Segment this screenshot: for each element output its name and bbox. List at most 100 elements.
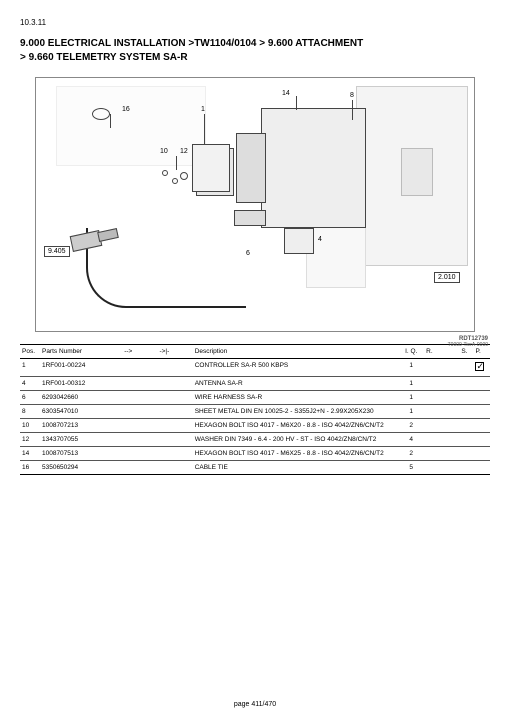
table-row: 141008707513 HEXAGON BOLT ISO 4017 - M6X2… bbox=[20, 447, 490, 461]
cell-pn: 6303547010 bbox=[40, 405, 122, 419]
leader-line bbox=[296, 96, 297, 110]
part-sheet-metal bbox=[261, 108, 366, 228]
col-arrow1: --> bbox=[122, 345, 157, 359]
marker-12: 12 bbox=[180, 148, 188, 155]
cell-pos: 1 bbox=[20, 359, 40, 377]
parts-table: Pos. Parts Number --> ->|- Description I… bbox=[20, 344, 490, 475]
cell-iq: 1 bbox=[398, 359, 424, 377]
cell-p bbox=[473, 359, 490, 377]
table-row: 66293042660 WIRE HARNESS SA-R1 bbox=[20, 391, 490, 405]
callout-right: 2.010 bbox=[434, 272, 460, 283]
part-controller-lid bbox=[192, 144, 230, 192]
cell-iq: 2 bbox=[398, 447, 424, 461]
part-washer bbox=[180, 172, 188, 180]
exploded-diagram: 16 1 10 12 14 8 4 6 9.405 2.010 bbox=[35, 77, 475, 332]
cell-a2 bbox=[157, 433, 192, 447]
cell-desc: HEXAGON BOLT ISO 4017 - M6X25 - 8.8 - IS… bbox=[193, 447, 399, 461]
marker-14: 14 bbox=[282, 90, 290, 97]
marker-8: 8 bbox=[350, 92, 354, 99]
cell-a2 bbox=[157, 419, 192, 433]
cell-r bbox=[424, 391, 459, 405]
part-cable-tie bbox=[92, 108, 110, 120]
cell-p bbox=[473, 405, 490, 419]
cell-desc: ANTENNA SA-R bbox=[193, 377, 399, 391]
callout-left: 9.405 bbox=[44, 246, 70, 257]
cell-a2 bbox=[157, 461, 192, 475]
cell-desc: CONTROLLER SA-R 500 KBPS bbox=[193, 359, 399, 377]
leader-line bbox=[110, 114, 111, 128]
cell-iq: 1 bbox=[398, 377, 424, 391]
cell-r bbox=[424, 419, 459, 433]
cell-a1 bbox=[122, 359, 157, 377]
marker-1: 1 bbox=[201, 106, 205, 113]
leader-line bbox=[352, 100, 353, 120]
cell-iq: 1 bbox=[398, 405, 424, 419]
cell-pn: 1008707513 bbox=[40, 447, 122, 461]
table-row: 11RF001-00224CONTROLLER SA-R 500 KBPS1 bbox=[20, 359, 490, 377]
cell-s bbox=[459, 447, 473, 461]
cell-p bbox=[473, 447, 490, 461]
cell-r bbox=[424, 447, 459, 461]
cell-s bbox=[459, 461, 473, 475]
cell-a2 bbox=[157, 391, 192, 405]
part-antenna bbox=[284, 228, 314, 254]
marker-16: 16 bbox=[122, 106, 130, 113]
cell-a2 bbox=[157, 447, 192, 461]
cell-p bbox=[473, 377, 490, 391]
cell-p bbox=[473, 433, 490, 447]
marker-4: 4 bbox=[318, 236, 322, 243]
cell-a1 bbox=[122, 461, 157, 475]
table-body: 11RF001-00224CONTROLLER SA-R 500 KBPS141… bbox=[20, 359, 490, 475]
cell-desc: WIRE HARNESS SA-R bbox=[193, 391, 399, 405]
cell-iq: 5 bbox=[398, 461, 424, 475]
figure-ref-sub: T0000-TierA-0000 bbox=[448, 343, 488, 349]
check-icon bbox=[475, 362, 484, 371]
cell-pn: 1RF001-00224 bbox=[40, 359, 122, 377]
cell-pos: 8 bbox=[20, 405, 40, 419]
part-aux-box bbox=[401, 148, 433, 196]
col-iq: I. Q. bbox=[398, 345, 424, 359]
col-desc: Description bbox=[193, 345, 399, 359]
cell-pos: 4 bbox=[20, 377, 40, 391]
part-bracket bbox=[236, 133, 266, 203]
marker-10: 10 bbox=[160, 148, 168, 155]
cell-desc: SHEET METAL DIN EN 10025-2 - S355J2+N - … bbox=[193, 405, 399, 419]
page-footer: page 411/470 bbox=[0, 701, 510, 708]
cell-a1 bbox=[122, 377, 157, 391]
cell-a1 bbox=[122, 433, 157, 447]
cell-p bbox=[473, 419, 490, 433]
part-wire-harness bbox=[86, 228, 246, 308]
cell-desc: CABLE TIE bbox=[193, 461, 399, 475]
cell-s bbox=[459, 359, 473, 377]
cell-pn: 1008707213 bbox=[40, 419, 122, 433]
cell-s bbox=[459, 377, 473, 391]
title-line-1: 9.000 ELECTRICAL INSTALLATION >TW1104/01… bbox=[20, 37, 490, 51]
cell-iq: 4 bbox=[398, 433, 424, 447]
cell-pos: 10 bbox=[20, 419, 40, 433]
cell-pos: 12 bbox=[20, 433, 40, 447]
part-plug bbox=[234, 210, 266, 226]
cell-a2 bbox=[157, 405, 192, 419]
cell-a1 bbox=[122, 447, 157, 461]
cell-pn: 6293042660 bbox=[40, 391, 122, 405]
leader-line bbox=[204, 114, 205, 144]
table-row: 41RF001-00312 ANTENNA SA-R1 bbox=[20, 377, 490, 391]
cell-pos: 6 bbox=[20, 391, 40, 405]
part-bolt bbox=[162, 170, 168, 176]
cell-a1 bbox=[122, 391, 157, 405]
cell-desc: HEXAGON BOLT ISO 4017 - M6X20 - 8.8 - IS… bbox=[193, 419, 399, 433]
cell-pos: 14 bbox=[20, 447, 40, 461]
cell-r bbox=[424, 433, 459, 447]
cell-p bbox=[473, 461, 490, 475]
table-row: 86303547010 SHEET METAL DIN EN 10025-2 - … bbox=[20, 405, 490, 419]
col-pos: Pos. bbox=[20, 345, 40, 359]
cell-r bbox=[424, 405, 459, 419]
table-row: 165350650294CABLE TIE5 bbox=[20, 461, 490, 475]
cell-desc: WASHER DIN 7349 - 6.4 - 200 HV - ST - IS… bbox=[193, 433, 399, 447]
cell-s bbox=[459, 391, 473, 405]
cell-pn: 1RF001-00312 bbox=[40, 377, 122, 391]
cell-r bbox=[424, 359, 459, 377]
table-row: 121343707055WASHER DIN 7349 - 6.4 - 200 … bbox=[20, 433, 490, 447]
table-header-row: Pos. Parts Number --> ->|- Description I… bbox=[20, 345, 490, 359]
cell-iq: 1 bbox=[398, 391, 424, 405]
